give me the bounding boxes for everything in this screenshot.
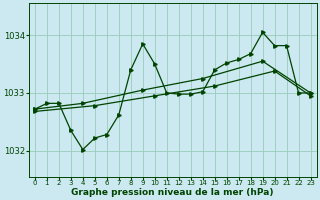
X-axis label: Graphe pression niveau de la mer (hPa): Graphe pression niveau de la mer (hPa) — [71, 188, 274, 197]
